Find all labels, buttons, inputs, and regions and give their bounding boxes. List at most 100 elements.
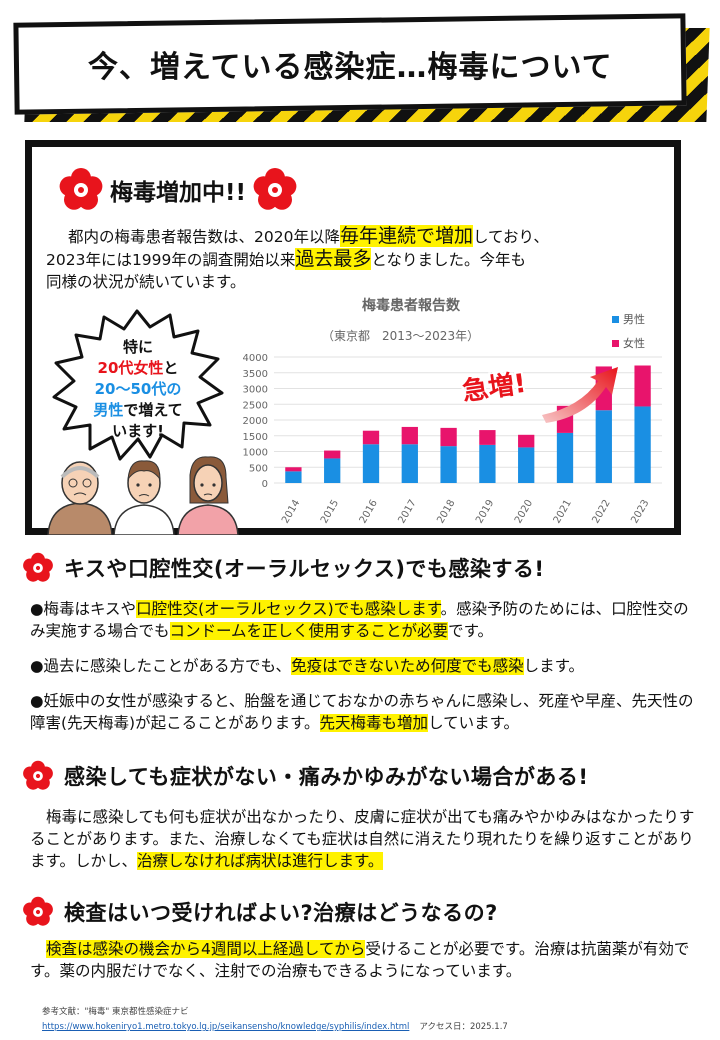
bar-male [518, 447, 535, 483]
bar-male [595, 410, 612, 483]
highlight-text: 検査は感染の機会から4週間以上経過してから [46, 940, 366, 958]
people-illustration [47, 456, 239, 535]
speech-bubble-shape [52, 309, 224, 461]
young-woman [177, 456, 239, 535]
legend-item-female: 女性 [612, 331, 645, 355]
section3-paragraph: 検査は感染の機会から4週間以上経過してから受けることが必要です。治療は抗菌薬が有… [30, 938, 700, 982]
increase-body: 都内の梅毒患者報告数は、2020年以降毎年連続で増加しており、 2023年には1… [46, 225, 670, 293]
highlight-text: 口腔性交(オーラルセックス)でも感染します [136, 600, 441, 618]
body-text: ●妊娠中の女性が感染すると、胎盤を通じておなかの赤ちゃんに感染し、死産や早産、先… [30, 692, 694, 732]
body-text: となりました。今年も [371, 251, 526, 269]
body-text: です。 [448, 622, 494, 640]
section1-heading: キスや口腔性交(オーラルセックス)でも感染する! [22, 552, 545, 584]
bar-female [362, 430, 380, 445]
y-tick-label: 1500 [243, 432, 268, 443]
section1-bullet-3: ●妊娠中の女性が感染すると、胎盤を通じておなかの赤ちゃんに感染し、死産や早産、先… [30, 690, 700, 734]
x-tick-label: 2020 [513, 498, 535, 526]
bar-female [634, 365, 651, 407]
y-tick-label: 3500 [243, 369, 268, 380]
plum-blossom-icon [59, 168, 103, 210]
bubble-blue-text: 男性 [93, 401, 124, 419]
bar-male [440, 446, 457, 483]
body-text: 梅毒に感染しても何も症状が出なかったり、皮膚に症状が出ても痛みやかゆみはなかった… [30, 808, 695, 870]
body-text: します。 [523, 657, 585, 675]
body-text: ●過去に感染したことがある方でも、 [30, 657, 292, 675]
bar-female [324, 450, 341, 459]
body-text: 都内の梅毒患者報告数は、2020年以降 [68, 228, 340, 246]
increase-panel: 梅毒増加中!! 都内の梅毒患者報告数は、2020年以降毎年連続で増加しており、 … [25, 140, 681, 535]
highlight-text: コンドームを正しく使用することが必要 [169, 622, 449, 640]
x-tick-label: 2021 [552, 498, 574, 526]
chart-subtitle: （東京都 2013～2023年） [322, 329, 480, 343]
bar-male [362, 444, 380, 483]
bar-female [285, 467, 302, 472]
elderly-man [47, 461, 113, 535]
section1-bullet-2: ●過去に感染したことがある方でも、免疫はできないため何度でも感染します。 [30, 655, 700, 677]
section3-heading: 検査はいつ受ければよい?治療はどうなるの? [22, 896, 498, 928]
highlight-text: 過去最多 [295, 248, 372, 270]
x-tick-label: 2015 [319, 498, 341, 526]
x-tick-label: 2018 [435, 498, 457, 526]
body-text: 受けることが必要です。治療は抗菌薬が有効です。薬の内服だけでなく、注射での治療も… [30, 940, 690, 980]
y-tick-label: 4000 [243, 353, 268, 364]
chart-legend: 男性 女性 [612, 307, 645, 355]
references: 参考文献："梅毒" 東京都性感染症ナビ https://www.hokeniry… [42, 1005, 508, 1035]
section1-bullet-1: ●梅毒はキスや口腔性交(オーラルセックス)でも感染します。感染予防のためには、口… [30, 598, 700, 642]
reference-link[interactable]: https://www.hokeniryo1.metro.tokyo.lg.jp… [42, 1022, 410, 1032]
body-text: ●梅毒はキスや [30, 600, 137, 618]
bar-female [401, 426, 418, 445]
bar-male [285, 471, 302, 483]
y-tick-label: 2500 [243, 400, 268, 411]
section3-heading-text: 検査はいつ受ければよい?治療はどうなるの? [64, 901, 498, 925]
surge-arrow-icon [542, 367, 618, 423]
plum-blossom-icon [23, 760, 53, 790]
bar-male [556, 432, 574, 483]
section2-paragraph: 梅毒に感染しても何も症状が出なかったり、皮膚に症状が出ても痛みやかゆみはなかった… [30, 806, 700, 872]
section2-heading-text: 感染しても症状がない・痛みかゆみがない場合がある! [64, 765, 589, 789]
x-tick-label: 2016 [358, 498, 380, 526]
stacked-bar-chart: 0 500 1000 1500 2000 2500 3000 3500 4000 2014 2015… [243, 353, 662, 526]
banner: 今、増えている感染症…梅毒について [12, 13, 712, 126]
legend-label: 男性 [623, 313, 645, 326]
increase-heading: 梅毒増加中!! [58, 167, 298, 213]
section1-heading-text: キスや口腔性交(オーラルセックス)でも感染する! [64, 557, 545, 581]
bar-female [440, 427, 457, 447]
reference-label: 参考文献："梅毒" 東京都性感染症ナビ [42, 1007, 189, 1017]
highlight-text: 先天梅毒も増加 [319, 714, 429, 732]
access-date: アクセス日：2025.1.7 [419, 1022, 508, 1032]
page-title: 今、増えている感染症…梅毒について [87, 50, 613, 86]
y-tick-label: 3000 [243, 385, 268, 396]
body-text: しており、 [472, 228, 549, 246]
y-tick-label: 0 [262, 479, 268, 490]
bar-male [324, 458, 341, 483]
legend-item-male: 男性 [612, 307, 645, 331]
bubble-line: と [163, 359, 179, 377]
legend-swatch-male [612, 315, 619, 323]
bubble-line: います! [112, 422, 164, 440]
section2-heading: 感染しても症状がない・痛みかゆみがない場合がある! [22, 760, 588, 792]
young-man [113, 460, 175, 535]
bubble-line: で増えて [123, 401, 183, 419]
banner-box: 今、増えている感染症…梅毒について [13, 13, 687, 115]
plum-blossom-icon [253, 168, 297, 210]
x-tick-label: 2023 [629, 498, 651, 526]
plum-blossom-icon [23, 552, 53, 582]
x-tick-label: 2019 [474, 498, 496, 526]
legend-label: 女性 [623, 337, 645, 350]
bubble-text: 特に 20代女性と 20～50代の 男性で増えて います! [78, 337, 198, 442]
bubble-line: 特に [122, 338, 153, 356]
y-tick-label: 2000 [243, 416, 268, 427]
speech-bubble: 特に 20代女性と 20～50代の 男性で増えて います! [50, 307, 225, 467]
highlight-text: 毎年連続で増加 [339, 225, 473, 247]
bar-male [634, 406, 651, 483]
highlight-text: 免疫はできないため何度でも感染 [291, 657, 524, 675]
x-tick-label: 2022 [591, 498, 613, 526]
bubble-blue-text: 20～50代の [94, 380, 182, 398]
plum-blossom-icon [23, 896, 53, 926]
increase-heading-text: 梅毒増加中!! [110, 180, 246, 206]
bar-male [479, 444, 496, 483]
body-text: 2023年には1999年の調査開始以来 [46, 251, 296, 269]
body-text: 。感染予防のためには、口腔性交のみ実施する場合でも [30, 600, 689, 640]
body-text: 同様の状況が続いています。 [46, 273, 246, 291]
y-tick-label: 1000 [243, 448, 268, 459]
